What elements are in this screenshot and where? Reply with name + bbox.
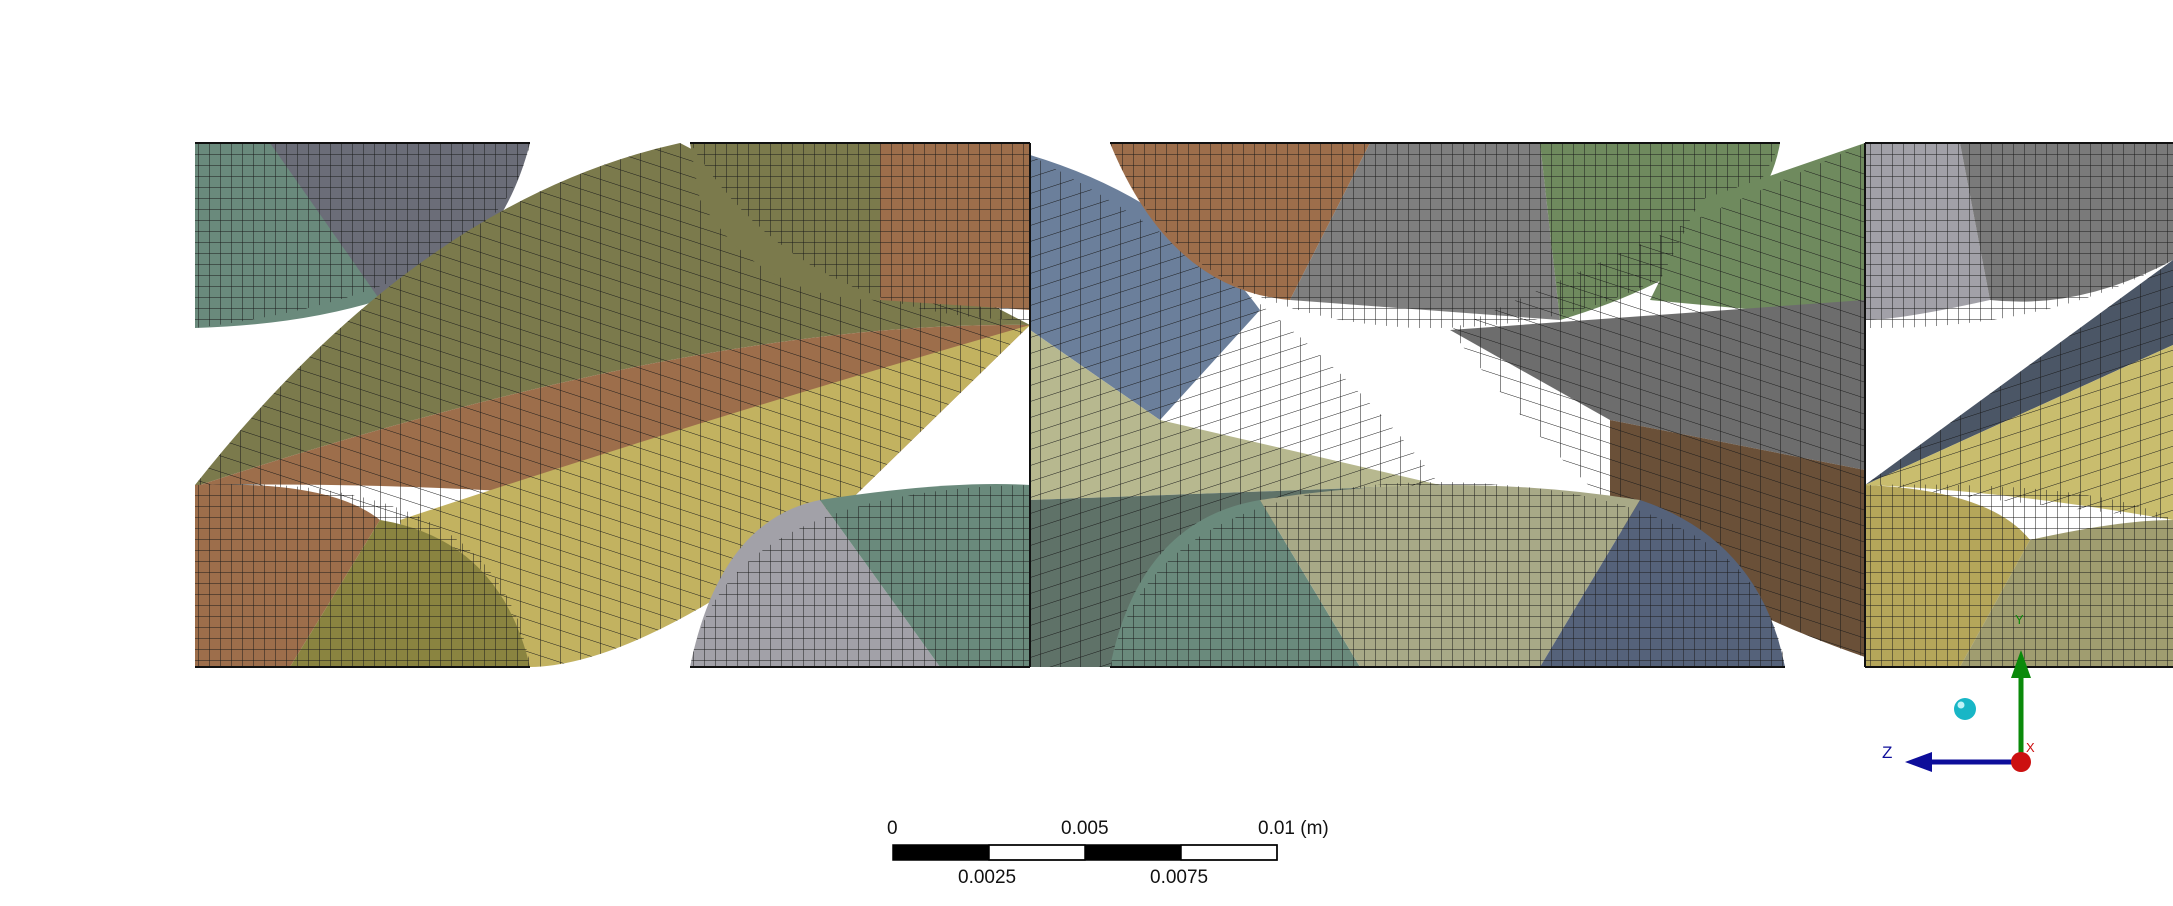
domain-edges <box>195 142 2173 668</box>
axis-triad[interactable]: Y X Z <box>1860 600 2060 800</box>
z-axis-label: Z <box>1882 743 1893 762</box>
y-axis-label: Y <box>2015 612 2024 627</box>
scale-label-0.01: 0.01 (m) <box>1258 818 1329 839</box>
z-axis-arrowhead <box>1905 752 1932 772</box>
scale-label-0.0075: 0.0075 <box>1150 867 1209 888</box>
scale-label-0.0025: 0.0025 <box>958 867 1017 888</box>
isometric-view-sphere <box>1954 698 1976 720</box>
scale-label-0.005: 0.005 <box>1061 818 1109 839</box>
x-axis-origin <box>2011 752 2031 772</box>
fiber-bundle-left <box>195 143 1030 667</box>
x-axis-label: X <box>2026 740 2035 755</box>
fiber-bundle-middle <box>1030 143 1865 667</box>
fiber-bundle-right <box>1865 143 2173 667</box>
y-axis-arrowhead <box>2011 650 2031 678</box>
scale-label-0: 0 <box>887 818 898 839</box>
